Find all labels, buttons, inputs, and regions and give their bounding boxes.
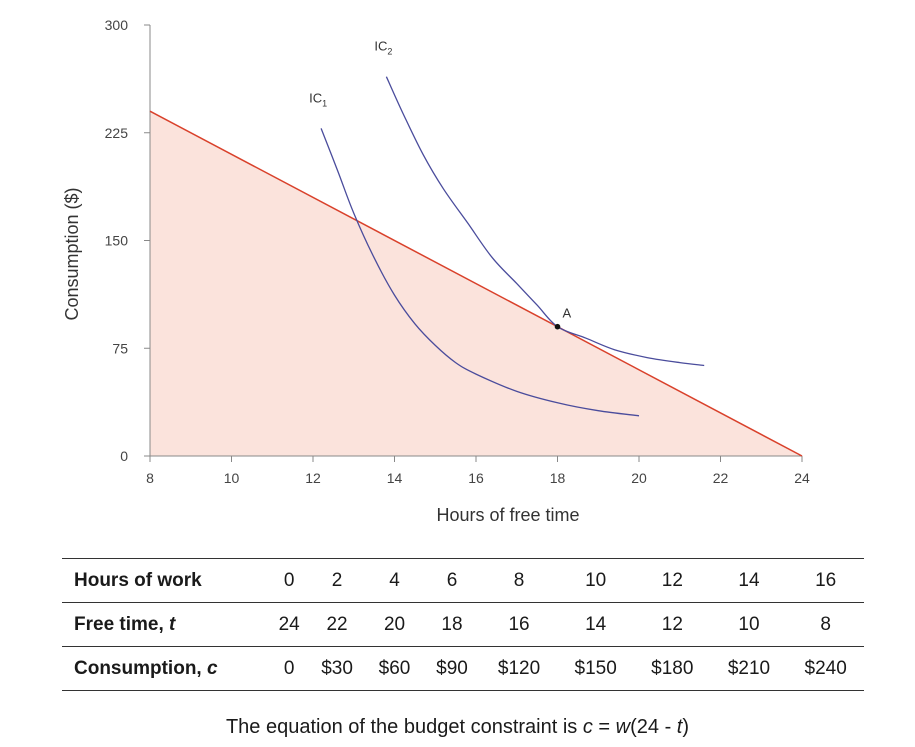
point-a-label: A	[563, 306, 572, 321]
x-tick-label: 14	[387, 470, 403, 486]
point-a-marker	[554, 323, 561, 330]
x-tick-label: 12	[305, 470, 321, 486]
table-cell: 2	[331, 569, 343, 591]
table-cell: $60	[378, 657, 411, 679]
table-cell: $30	[321, 657, 353, 679]
table-row: Hours of work 0 2 4 6 8 10 12 14 16	[62, 558, 864, 603]
indifference-curve-label-1: IC1	[309, 90, 327, 108]
table-cell: 18	[441, 613, 463, 635]
table-cell: 16	[508, 613, 530, 635]
indifference-curve-label-2: IC2	[374, 39, 392, 57]
table-cell: 6	[446, 569, 458, 591]
table-cell: $180	[651, 657, 694, 679]
row-header-consumption: Consumption, c	[74, 657, 218, 679]
x-tick-label: 24	[794, 470, 810, 486]
table-cell: 0	[283, 657, 295, 679]
x-tick-label: 8	[146, 470, 154, 486]
row-header-free-time: Free time, t	[74, 613, 176, 635]
indifference-curve-2	[385, 76, 705, 367]
table-cell: $150	[574, 657, 617, 679]
x-axis-title: Hours of free time	[436, 505, 579, 525]
x-tick-label: 20	[631, 470, 647, 486]
data-table: Hours of work 0 2 4 6 8 10 12 14 16 Free…	[62, 558, 864, 691]
table-cell: 10	[585, 569, 607, 591]
budget-constraint-line	[149, 110, 803, 457]
table-cell: $120	[497, 657, 541, 679]
y-tick-label: 150	[105, 233, 129, 249]
table-cell: 12	[661, 569, 683, 591]
x-tick-label: 18	[550, 470, 566, 486]
table-cell: 22	[326, 613, 348, 635]
table-cell: 0	[283, 569, 295, 591]
table-row: Free time, t 24 22 20 18 16 14 12 10 8	[62, 602, 864, 647]
x-tick-label: 10	[224, 470, 240, 486]
table-cell: 16	[815, 569, 837, 591]
y-tick-label: 75	[112, 340, 128, 356]
table-cell: $240	[804, 657, 847, 679]
chart-caption: The equation of the budget constraint is…	[225, 716, 690, 738]
x-tick-label: 22	[713, 470, 729, 486]
table-row: Consumption, c 0 $30 $60 $90 $120 $150 $…	[62, 646, 864, 691]
table-cell: 24	[278, 613, 300, 635]
y-axis-title: Consumption ($)	[62, 187, 82, 320]
table-cell: 14	[738, 569, 760, 591]
table-cell: 12	[661, 613, 683, 635]
table-cell: $210	[727, 657, 771, 679]
y-tick-label: 0	[120, 448, 128, 464]
table-cell: 10	[738, 613, 760, 635]
x-tick-label: 16	[468, 470, 484, 486]
indifference-curve-1	[320, 128, 640, 417]
table-cell: 8	[820, 613, 831, 635]
table-cell: 20	[383, 613, 406, 635]
y-tick-label: 225	[105, 125, 129, 141]
table-cell: $90	[436, 657, 468, 679]
table-cell: 8	[513, 569, 525, 591]
chart: 8 10 12 14 16 18 20 22 24 0 75 150 225 300 IC1 IC2 A Hou…	[62, 17, 810, 525]
table-cell: 14	[585, 613, 607, 635]
row-header-hours-of-work: Hours of work	[74, 569, 202, 591]
table-cell: 4	[389, 569, 400, 591]
y-tick-label: 300	[105, 17, 129, 33]
